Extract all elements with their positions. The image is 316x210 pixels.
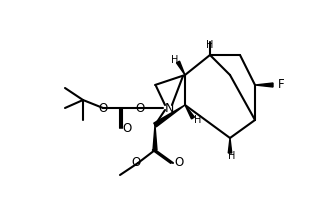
Text: N: N (164, 101, 174, 114)
Text: O: O (98, 101, 108, 114)
Polygon shape (153, 125, 157, 150)
Text: H: H (228, 151, 236, 161)
Polygon shape (185, 105, 194, 119)
Text: O: O (131, 156, 141, 169)
Text: H: H (206, 40, 214, 50)
Text: O: O (174, 156, 184, 169)
Text: O: O (122, 122, 132, 134)
Text: H: H (194, 115, 202, 125)
Polygon shape (255, 83, 273, 87)
Text: F: F (278, 79, 284, 92)
Polygon shape (154, 105, 185, 127)
Polygon shape (228, 138, 232, 153)
Text: O: O (135, 101, 145, 114)
Polygon shape (176, 61, 185, 75)
Text: H: H (171, 55, 179, 65)
